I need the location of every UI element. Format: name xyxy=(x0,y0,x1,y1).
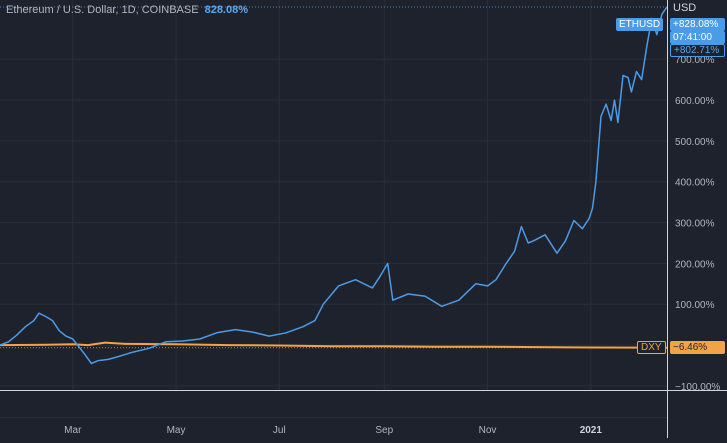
eth-symbol-tag: ETHUSD xyxy=(616,18,664,31)
y-tick-label: 500.00% xyxy=(675,137,715,148)
series-line-dxy xyxy=(0,341,668,349)
y-tick-label: −100.00% xyxy=(675,382,720,393)
x-tick-label: Nov xyxy=(479,425,497,436)
x-tick-label: 2021 xyxy=(580,425,603,436)
symbol-title: Ethereum / U.S. Dollar, 1D, COINBASE xyxy=(6,4,199,16)
currency-label: USD xyxy=(673,2,697,14)
dxy-symbol-tag: DXY xyxy=(637,341,666,354)
x-tick-label: Jul xyxy=(273,425,286,436)
series-layer xyxy=(0,6,668,365)
y-tick-label: 300.00% xyxy=(675,219,715,230)
dxy-value-tag: −6.46% xyxy=(670,341,725,354)
eth-countdown-tag: 07:41:00 xyxy=(670,31,725,44)
y-tick-label: 100.00% xyxy=(675,300,715,311)
eth-value-tag: +828.08% xyxy=(670,18,725,31)
x-tick-label: May xyxy=(167,425,186,436)
series-line-ethusd xyxy=(0,6,668,365)
grid xyxy=(0,0,667,390)
y-tick-label: 600.00% xyxy=(675,96,715,107)
symbol-change: 828.08% xyxy=(204,4,249,16)
y-tick-label: 400.00% xyxy=(675,178,715,189)
eth-alt-value-tag: +802.71% xyxy=(670,44,725,57)
chart-legend-header[interactable]: Ethereum / U.S. Dollar, 1D, COINBASE 828.… xyxy=(6,3,248,17)
y-tick-label: 700.00% xyxy=(675,55,715,66)
x-tick-label: Sep xyxy=(375,425,393,436)
y-tick-label: 200.00% xyxy=(675,259,715,270)
x-tick-label: Mar xyxy=(64,425,82,436)
